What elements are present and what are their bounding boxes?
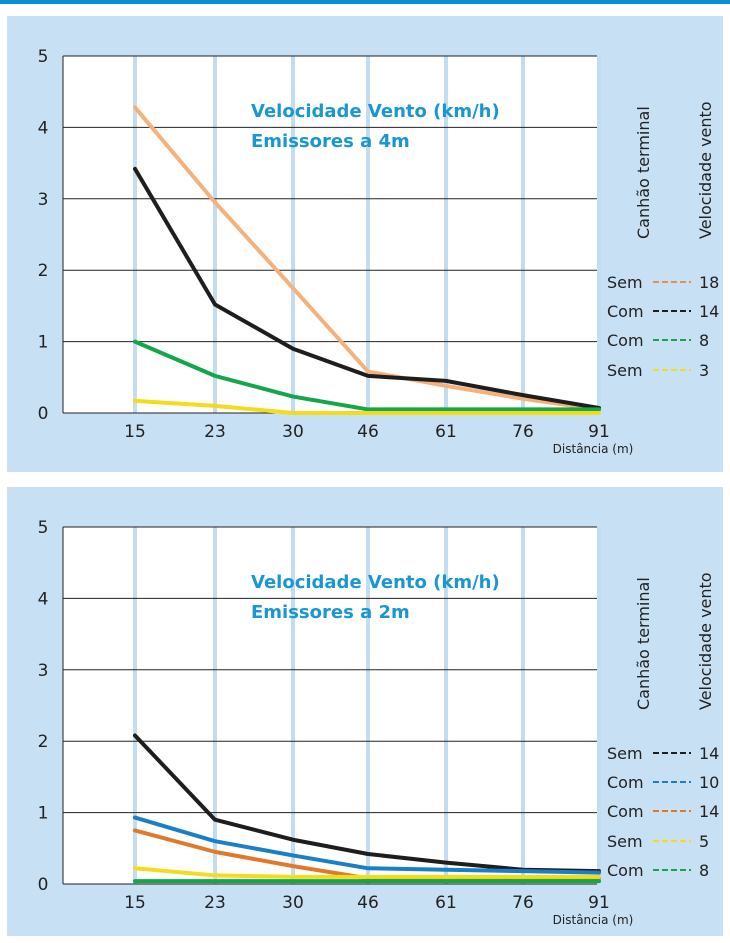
y-tick-label: 3 xyxy=(38,190,49,210)
x-tick-label: 23 xyxy=(204,422,226,442)
y-tick-label: 4 xyxy=(38,118,49,138)
x-tick-label: 15 xyxy=(124,893,146,913)
x-tick-label: 23 xyxy=(204,893,226,913)
legend-velocity-label: 8 xyxy=(699,861,709,880)
x-tick-label: 46 xyxy=(357,422,379,442)
top-accent-bar xyxy=(0,0,730,4)
legend-velocity-label: 10 xyxy=(699,773,719,792)
legend-header: Velocidade vento xyxy=(696,101,715,239)
chart-annotation: Emissores a 4m xyxy=(251,131,410,152)
legend-velocity-label: 8 xyxy=(699,331,709,350)
legend-canhao-label: Com xyxy=(607,331,644,350)
legend-velocity-label: 3 xyxy=(699,361,709,380)
legend-velocity-label: 14 xyxy=(699,744,719,763)
legend-canhao-label: Sem xyxy=(607,744,643,763)
x-tick-label: 61 xyxy=(435,422,457,442)
legend-canhao-label: Sem xyxy=(607,361,643,380)
y-tick-label: 1 xyxy=(38,804,49,824)
legend-canhao-label: Com xyxy=(607,802,644,821)
legend-header: Canhão terminal xyxy=(634,577,653,710)
chart-annotation: Velocidade Vento (km/h) xyxy=(251,572,500,593)
legend-canhao-label: Com xyxy=(607,861,644,880)
x-tick-label: 91 xyxy=(588,422,610,442)
y-tick-label: 4 xyxy=(38,589,49,609)
x-tick-label: 76 xyxy=(512,893,534,913)
legend-canhao-label: Sem xyxy=(607,273,643,292)
y-tick-label: 2 xyxy=(38,261,49,281)
chart-panel-4m: 0 1 2 3 4 5 15 23 30 46 61 76 91 Distância (m) Velocid… xyxy=(7,16,723,472)
y-tick-label: 3 xyxy=(38,661,49,681)
x-tick-label: 76 xyxy=(512,422,534,442)
y-tick-label: 5 xyxy=(38,47,49,67)
x-tick-label: 46 xyxy=(357,893,379,913)
legend-canhao-label: Com xyxy=(607,302,644,321)
legend-velocity-label: 14 xyxy=(699,302,719,321)
chart-annotation: Emissores a 2m xyxy=(251,602,410,623)
y-tick-label: 0 xyxy=(38,404,49,424)
legend-canhao-label: Com xyxy=(607,773,644,792)
x-tick-label: 15 xyxy=(124,422,146,442)
legend-canhao-label: Sem xyxy=(607,832,643,851)
legend-header: Velocidade vento xyxy=(696,572,715,710)
x-axis-title: Distância (m) xyxy=(553,913,634,927)
y-tick-label: 0 xyxy=(38,875,49,895)
plot-area xyxy=(63,56,597,413)
x-tick-label: 61 xyxy=(435,893,457,913)
chart-annotation: Velocidade Vento (km/h) xyxy=(251,101,500,122)
legend-velocity-label: 18 xyxy=(699,273,719,292)
x-tick-label: 30 xyxy=(282,422,304,442)
y-tick-label: 1 xyxy=(38,333,49,353)
x-tick-label: 30 xyxy=(282,893,304,913)
x-tick-label: 91 xyxy=(588,893,610,913)
x-axis-title: Distância (m) xyxy=(553,442,634,456)
chart-panel-2m: 0 1 2 3 4 5 15 23 30 46 61 76 91 Distância (m) Velocid… xyxy=(7,487,723,936)
legend-velocity-label: 14 xyxy=(699,802,719,821)
y-tick-label: 2 xyxy=(38,732,49,752)
legend-header: Canhão terminal xyxy=(634,106,653,239)
legend-velocity-label: 5 xyxy=(699,832,709,851)
y-tick-label: 5 xyxy=(38,518,49,538)
